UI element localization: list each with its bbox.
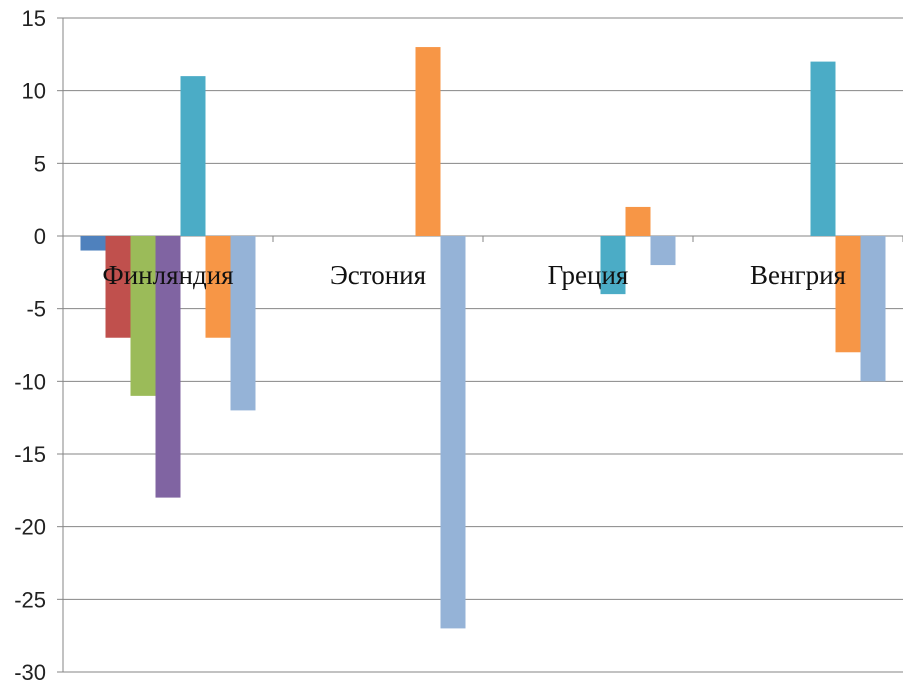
category-label: Финляндия [102, 260, 233, 290]
bar-Финляндия-series-2 [105, 236, 131, 338]
bar-Финляндия-series-5 [180, 76, 206, 236]
y-tick-label: -25 [14, 587, 46, 612]
y-tick-label: -30 [14, 660, 46, 681]
bar-Финляндия-series-3 [130, 236, 156, 396]
bar-Финляндия-series-4 [155, 236, 181, 498]
bar-Финляндия-series-1 [80, 236, 106, 251]
y-tick-label: 10 [22, 79, 46, 104]
category-label: Греция [548, 260, 629, 290]
bar-Греция-series-6 [625, 206, 651, 236]
bar-Греция-series-7 [650, 236, 676, 266]
y-tick-label: -10 [14, 369, 46, 394]
y-tick-label: -5 [26, 297, 46, 322]
bar-Венгрия-series-7 [860, 236, 886, 382]
bar-Венгрия-series-6 [835, 236, 861, 353]
bar-Эстония-series-7 [440, 236, 466, 629]
bar-Эстония-series-6 [415, 47, 441, 236]
bar-Греция-series-5 [600, 236, 626, 295]
y-tick-label: -20 [14, 515, 46, 540]
y-tick-label: 15 [22, 6, 46, 31]
category-labels: Финляндия Эстония Греция Венгрия [102, 260, 846, 290]
bar-Финляндия-series-7 [230, 236, 256, 411]
y-tick-label: 0 [34, 224, 46, 249]
y-tick-labels: 15 10 5 0 -5 -10 -15 -20 -25 -30 [14, 6, 46, 681]
bars [80, 47, 886, 629]
y-tick-label: -15 [14, 442, 46, 467]
category-label: Эстония [330, 260, 426, 290]
bar-Венгрия-series-5 [810, 61, 836, 236]
category-label: Венгрия [750, 260, 846, 290]
y-tick-label: 5 [34, 151, 46, 176]
bar-Финляндия-series-6 [205, 236, 231, 338]
